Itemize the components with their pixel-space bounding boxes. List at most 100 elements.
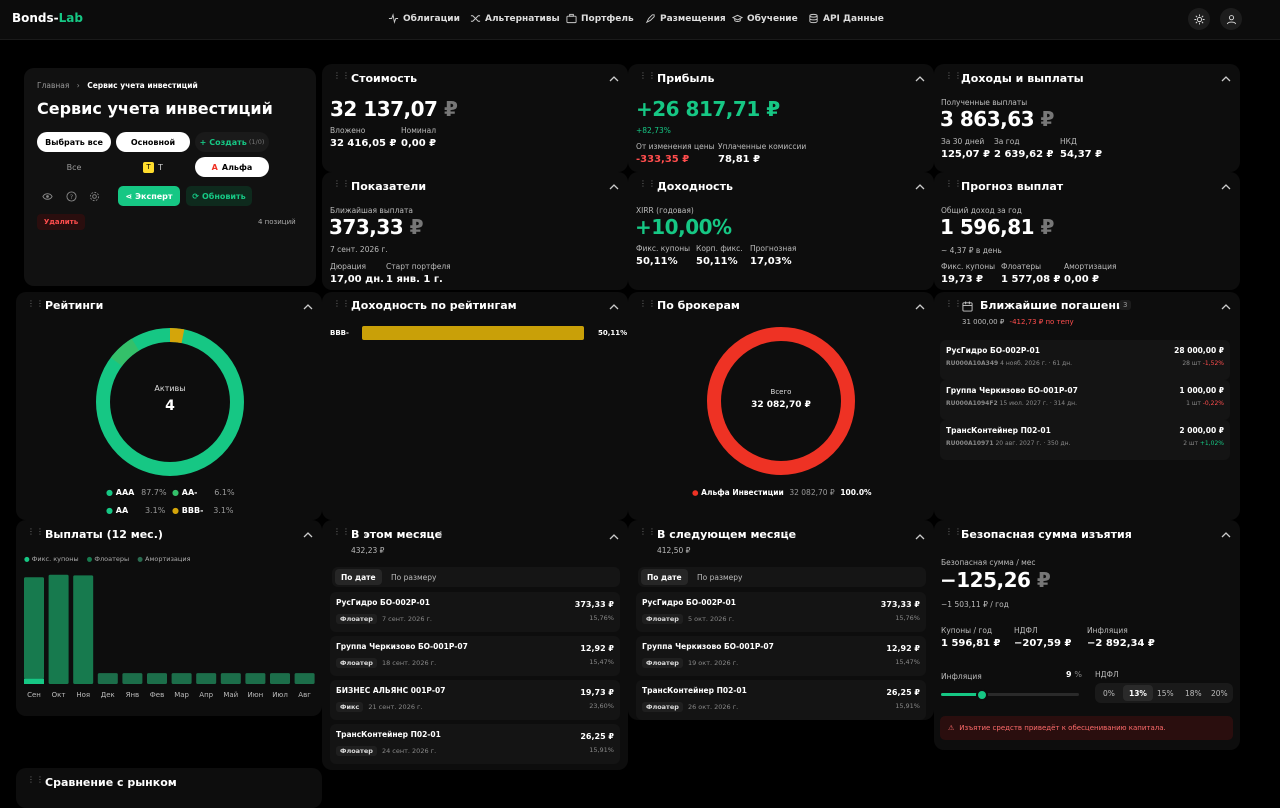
eye-icon[interactable] [42, 191, 53, 205]
bar-floaters-Июн[interactable] [245, 673, 266, 684]
nav-placements[interactable]: Размещения [645, 13, 726, 24]
per-day: ~ 4,37 ₽ в день [941, 246, 1002, 255]
tab-by-date[interactable]: По дате [641, 569, 688, 585]
list-item[interactable]: РусГидро БО-002Р-01 Флоатер 7 сент. 2026 … [330, 592, 620, 632]
inflation-value: −2 892,34 ₽ [1087, 638, 1155, 649]
chevron-up-icon[interactable] [1221, 184, 1231, 190]
chevron-up-icon[interactable] [609, 184, 619, 190]
profile-button[interactable] [1220, 8, 1242, 30]
chevron-up-icon[interactable] [303, 304, 313, 310]
nav-bonds[interactable]: Облигации [388, 13, 460, 24]
drag-handle-icon[interactable]: ⋮⋮ [945, 71, 963, 80]
bar-floaters-Янв[interactable] [122, 673, 143, 684]
logo[interactable]: Bonds-Lab [12, 11, 83, 25]
payment-yield: 15,91% [589, 746, 614, 754]
payments-list: РусГидро БО-002Р-01 Флоатер 7 сент. 2026 … [330, 592, 620, 768]
price-change-label: От изменения цены [636, 142, 715, 151]
gear-icon[interactable] [89, 191, 100, 205]
bar-floaters-Май[interactable] [220, 673, 241, 684]
bar-floaters-Ноя[interactable] [73, 575, 94, 684]
bar-floaters-Дек[interactable] [97, 673, 118, 684]
drag-handle-icon[interactable]: ⋮⋮ [27, 775, 45, 784]
nav-api[interactable]: API Данные [808, 13, 884, 24]
list-item[interactable]: РусГидро БО-002Р-01 RU000A10A349 4 нояб.… [940, 340, 1230, 380]
chevron-up-icon[interactable] [303, 532, 313, 538]
list-item[interactable]: БИЗНЕС АЛЬЯНС 001Р-07 Фикс 21 сент. 2026 … [330, 680, 620, 720]
bar-floaters-Окт[interactable] [48, 574, 69, 684]
maturities-summary: 31 000,00 ₽ -412,73 ₽ по тепу [962, 318, 1074, 326]
ndfl-option[interactable]: 15% [1157, 688, 1174, 698]
ndfl-option[interactable]: 0% [1103, 688, 1115, 698]
bar-floaters-Авг[interactable] [294, 673, 315, 684]
delete-button[interactable]: Удалить [37, 214, 85, 230]
theme-toggle-button[interactable] [1188, 8, 1210, 30]
drag-handle-icon[interactable]: ⋮⋮ [333, 179, 351, 188]
chevron-up-icon[interactable] [609, 304, 619, 310]
bar-fixed-Сен[interactable] [24, 678, 44, 684]
chevron-up-icon[interactable] [915, 184, 925, 190]
drag-handle-icon[interactable]: ⋮⋮ [333, 71, 351, 80]
list-item[interactable]: Группа Черкизово БО-001Р-07 RU000A1094F2… [940, 380, 1230, 420]
nav-alternatives[interactable]: Альтернативы [470, 13, 560, 24]
drag-handle-icon[interactable]: ⋮⋮ [639, 71, 657, 80]
breadcrumb-home[interactable]: Главная [37, 81, 70, 90]
nav-learning[interactable]: Обучение [732, 13, 798, 24]
drag-handle-icon[interactable]: ⋮⋮ [27, 299, 45, 308]
list-item[interactable]: РусГидро БО-002Р-01 Флоатер 5 окт. 2026 г… [636, 592, 926, 632]
create-portfolio-button[interactable]: + Создать (1/0) [195, 132, 269, 152]
chevron-up-icon[interactable] [1221, 532, 1231, 538]
list-item[interactable]: ТрансКонтейнер П02-01 RU000A10971 20 авг… [940, 420, 1230, 460]
bar-floaters-Мар[interactable] [171, 673, 192, 684]
bar-floaters-Апр[interactable] [196, 673, 217, 684]
next-month-card: ⋮⋮ В следующем месяце 3 412,50 ₽ По дате… [628, 520, 934, 720]
year-value: 2 639,62 ₽ [994, 149, 1054, 160]
inflation-slider-track[interactable] [941, 693, 1079, 696]
help-icon[interactable]: ? [66, 191, 77, 205]
tab-by-size[interactable]: По размеру [697, 572, 743, 582]
tab-by-size[interactable]: По размеру [391, 572, 437, 582]
chevron-up-icon[interactable] [915, 304, 925, 310]
ndfl-option[interactable]: 18% [1185, 688, 1202, 698]
x-tick-label: Июл [272, 691, 288, 699]
fix-value: 19,73 ₽ [941, 274, 984, 285]
tab-by-date[interactable]: По дате [335, 569, 382, 585]
broker-alfa-filter[interactable]: А Альфа [195, 157, 269, 177]
bar-floaters-Сен[interactable] [24, 577, 44, 679]
refresh-button[interactable]: ⟳ Обновить [186, 186, 252, 206]
portfolio-main-button[interactable]: Основной [116, 132, 190, 152]
drag-handle-icon[interactable]: ⋮⋮ [639, 299, 657, 308]
bond-meta: Флоатер 19 окт. 2026 г. [642, 658, 738, 668]
chevron-up-icon[interactable] [915, 534, 925, 540]
inflation-slider-thumb[interactable] [976, 689, 989, 701]
select-all-button[interactable]: Выбрать все [37, 132, 111, 152]
nav-portfolio[interactable]: Портфель [566, 13, 634, 24]
drag-handle-icon[interactable]: ⋮⋮ [333, 527, 351, 536]
forecast-value: 17,03% [750, 256, 792, 267]
broker-all-filter[interactable]: Все [66, 162, 82, 172]
fix-label: Фикс. купоны [636, 244, 691, 253]
chevron-up-icon[interactable] [609, 534, 619, 540]
drag-handle-icon[interactable]: ⋮⋮ [639, 527, 657, 536]
list-item[interactable]: Группа Черкизово БО-001Р-07 Флоатер 19 ок… [636, 636, 926, 676]
list-item[interactable]: ТрансКонтейнер П02-01 Флоатер 24 сент. 20… [330, 724, 620, 764]
drag-handle-icon[interactable]: ⋮⋮ [945, 179, 963, 188]
drag-handle-icon[interactable]: ⋮⋮ [945, 299, 963, 308]
chevron-up-icon[interactable] [609, 76, 619, 82]
drag-handle-icon[interactable]: ⋮⋮ [27, 527, 45, 536]
drag-handle-icon[interactable]: ⋮⋮ [945, 527, 963, 536]
list-item[interactable]: ТрансКонтейнер П02-01 Флоатер 26 окт. 202… [636, 680, 926, 720]
drag-handle-icon[interactable]: ⋮⋮ [639, 179, 657, 188]
donut-center-label: Всего [770, 388, 792, 396]
list-item[interactable]: Группа Черкизово БО-001Р-07 Флоатер 18 се… [330, 636, 620, 676]
expert-button[interactable]: ⋖ Эксперт [118, 186, 180, 206]
xirr-value: +10,00% [635, 215, 732, 239]
bar-floaters-Фев[interactable] [147, 673, 167, 684]
ndfl-option[interactable]: 20% [1211, 688, 1228, 698]
chevron-up-icon[interactable] [1221, 76, 1231, 82]
chevron-up-icon[interactable] [915, 76, 925, 82]
drag-handle-icon[interactable]: ⋮⋮ [333, 299, 351, 308]
chevron-up-icon[interactable] [1221, 304, 1231, 310]
ndfl-option-selected[interactable]: 13% [1123, 685, 1153, 701]
bar-floaters-Июл[interactable] [270, 673, 290, 684]
